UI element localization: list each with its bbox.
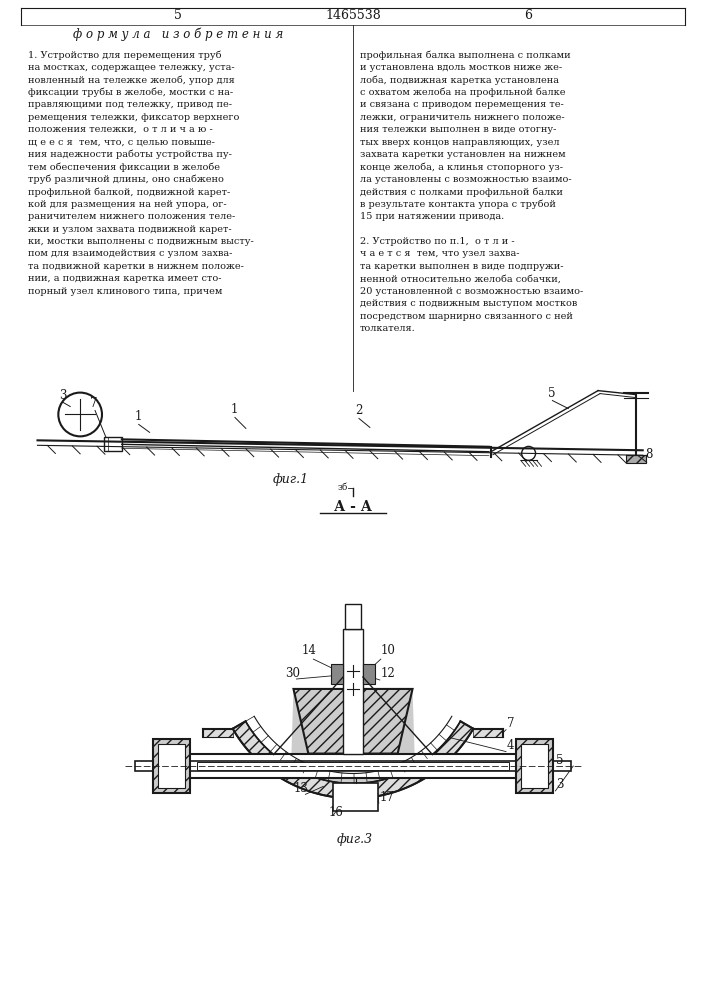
Bar bbox=[345, 604, 361, 629]
Text: кой для размещения на ней упора, ог-: кой для размещения на ней упора, ог- bbox=[28, 200, 226, 209]
Text: 2. Устройство по п.1,  о т л и -: 2. Устройство по п.1, о т л и - bbox=[360, 237, 515, 246]
Text: ла установлены с возможностью взаимо-: ла установлены с возможностью взаимо- bbox=[360, 175, 571, 184]
Text: 1: 1 bbox=[231, 403, 238, 416]
Text: лоба, подвижная каретка установлена: лоба, подвижная каретка установлена bbox=[360, 75, 559, 85]
Text: щ е е с я  тем, что, с целью повыше-: щ е е с я тем, что, с целью повыше- bbox=[28, 138, 214, 147]
Text: 7: 7 bbox=[90, 397, 98, 410]
Text: 1. Устройство для перемещения труб: 1. Устройство для перемещения труб bbox=[28, 51, 221, 60]
Polygon shape bbox=[293, 689, 412, 754]
Text: фиксации трубы в желобе, мостки с на-: фиксации трубы в желобе, мостки с на- bbox=[28, 88, 233, 97]
Text: 4: 4 bbox=[507, 739, 515, 752]
Text: раничителем нижнего положения теле-: раничителем нижнего положения теле- bbox=[28, 212, 235, 221]
Text: 10: 10 bbox=[381, 644, 396, 657]
Text: положения тележки,  о т л и ч а ю -: положения тележки, о т л и ч а ю - bbox=[28, 125, 212, 134]
Text: труб различной длины, оно снабжено: труб различной длины, оно снабжено bbox=[28, 175, 223, 184]
Text: 5: 5 bbox=[175, 9, 182, 22]
Text: пом для взаимодействия с узлом захва-: пом для взаимодействия с узлом захва- bbox=[28, 249, 232, 258]
Text: 14: 14 bbox=[301, 644, 316, 657]
Text: ремещения тележки, фиксатор верхнего: ремещения тележки, фиксатор верхнего bbox=[28, 113, 239, 122]
Text: толкателя.: толкателя. bbox=[360, 324, 416, 333]
Polygon shape bbox=[291, 689, 415, 783]
Bar bbox=[197, 762, 509, 770]
Bar bbox=[189, 754, 517, 778]
Text: тых вверх концов направляющих, узел: тых вверх концов направляющих, узел bbox=[360, 138, 559, 147]
Text: действия с полками профильной балки: действия с полками профильной балки bbox=[360, 187, 563, 197]
Text: 17: 17 bbox=[380, 791, 395, 804]
Polygon shape bbox=[233, 721, 473, 798]
Text: фиг.1: фиг.1 bbox=[272, 473, 308, 486]
Bar bbox=[135, 761, 571, 771]
Text: 30: 30 bbox=[286, 667, 300, 680]
Text: новленный на тележке желоб, упор для: новленный на тележке желоб, упор для bbox=[28, 75, 234, 85]
Bar bbox=[626, 455, 645, 463]
Text: ф о р м у л а   и з о б р е т е н и я: ф о р м у л а и з о б р е т е н и я bbox=[74, 28, 284, 41]
Text: фиг.3: фиг.3 bbox=[337, 833, 373, 846]
Polygon shape bbox=[203, 729, 233, 737]
Text: 13: 13 bbox=[293, 782, 308, 795]
Text: в результате контакта упора с трубой: в результате контакта упора с трубой bbox=[360, 200, 556, 209]
Text: 7: 7 bbox=[507, 717, 515, 730]
Text: лежки, ограничитель нижнего положе-: лежки, ограничитель нижнего положе- bbox=[360, 113, 565, 122]
Text: 2: 2 bbox=[355, 404, 363, 417]
Text: 1465538: 1465538 bbox=[325, 9, 381, 22]
Bar bbox=[153, 739, 190, 793]
Text: 6: 6 bbox=[525, 9, 532, 22]
Text: профильной балкой, подвижной карет-: профильной балкой, подвижной карет- bbox=[28, 187, 230, 197]
Text: 16: 16 bbox=[328, 806, 343, 819]
Text: 20 установленной с возможностью взаимо-: 20 установленной с возможностью взаимо- bbox=[360, 287, 583, 296]
Text: та подвижной каретки в нижнем положе-: та подвижной каретки в нижнем положе- bbox=[28, 262, 243, 271]
Text: 12: 12 bbox=[381, 667, 395, 680]
Text: действия с подвижным выступом мостков: действия с подвижным выступом мостков bbox=[360, 299, 577, 308]
Text: ния тележки выполнен в виде отогну-: ния тележки выполнен в виде отогну- bbox=[360, 125, 556, 134]
Polygon shape bbox=[473, 729, 503, 737]
Bar bbox=[331, 664, 343, 684]
Bar bbox=[343, 629, 363, 754]
Text: 5: 5 bbox=[549, 387, 556, 400]
Text: 15 при натяжении привода.: 15 при натяжении привода. bbox=[360, 212, 504, 221]
Text: ния надежности работы устройства пу-: ния надежности работы устройства пу- bbox=[28, 150, 231, 159]
Bar bbox=[520, 744, 549, 788]
Text: ненной относительно желоба собачки,: ненной относительно желоба собачки, bbox=[360, 274, 561, 283]
Text: захвата каретки установлен на нижнем: захвата каретки установлен на нижнем bbox=[360, 150, 566, 159]
Text: та каретки выполнен в виде подпружи-: та каретки выполнен в виде подпружи- bbox=[360, 262, 563, 271]
Bar bbox=[333, 783, 378, 811]
Text: нии, а подвижная каретка имеет сто-: нии, а подвижная каретка имеет сто- bbox=[28, 274, 221, 283]
Text: 3: 3 bbox=[59, 389, 67, 402]
Text: посредством шарнирно связанного с ней: посредством шарнирно связанного с ней bbox=[360, 312, 573, 321]
Text: конце желоба, а клинья стопорного уз-: конце желоба, а клинья стопорного уз- bbox=[360, 162, 563, 172]
Text: и связана с приводом перемещения те-: и связана с приводом перемещения те- bbox=[360, 100, 563, 109]
Bar bbox=[515, 739, 554, 793]
Bar bbox=[363, 664, 375, 684]
Text: зб: зб bbox=[338, 483, 348, 492]
Text: 1: 1 bbox=[135, 410, 142, 423]
Text: ч а е т с я  тем, что узел захва-: ч а е т с я тем, что узел захва- bbox=[360, 249, 520, 258]
Text: 5: 5 bbox=[556, 754, 564, 767]
Text: на мостках, содержащее тележку, уста-: на мостках, содержащее тележку, уста- bbox=[28, 63, 234, 72]
Text: тем обеспечения фиксации в желобе: тем обеспечения фиксации в желобе bbox=[28, 162, 220, 172]
Text: 3: 3 bbox=[556, 778, 564, 791]
Text: профильная балка выполнена с полками: профильная балка выполнена с полками bbox=[360, 51, 571, 60]
Bar bbox=[104, 437, 122, 451]
Text: жки и узлом захвата подвижной карет-: жки и узлом захвата подвижной карет- bbox=[28, 225, 231, 234]
Bar bbox=[158, 744, 185, 788]
Text: А - А: А - А bbox=[334, 500, 372, 514]
Text: и установлена вдоль мостков ниже же-: и установлена вдоль мостков ниже же- bbox=[360, 63, 562, 72]
Text: правляющими под тележку, привод пе-: правляющими под тележку, привод пе- bbox=[28, 100, 232, 109]
Text: 8: 8 bbox=[645, 448, 653, 461]
Text: порный узел клинового типа, причем: порный узел клинового типа, причем bbox=[28, 287, 222, 296]
Text: с охватом желоба на профильной балке: с охватом желоба на профильной балке bbox=[360, 88, 566, 97]
Text: ки, мостки выполнены с подвижным высту-: ки, мостки выполнены с подвижным высту- bbox=[28, 237, 253, 246]
